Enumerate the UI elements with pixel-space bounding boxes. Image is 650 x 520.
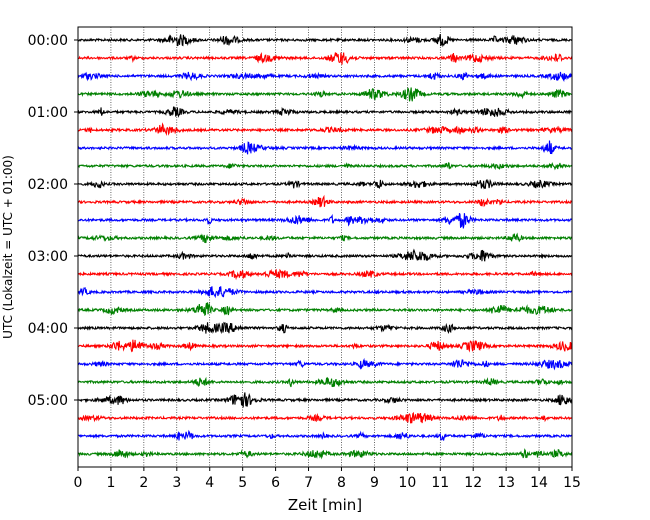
trace-line [77,232,573,244]
trace-line [77,122,573,137]
trace-line [77,429,573,441]
y-axis-label: UTC (Lokalzeit = UTC + 01:00) [1,155,15,339]
x-tick-label: 13 [497,475,515,491]
trace-line [77,194,573,208]
x-tick-label: 2 [139,475,148,491]
y-tick-label: 00:00 [28,33,68,49]
x-tick-label: 0 [74,475,83,491]
x-tick-label: 7 [304,475,313,491]
x-tick-label: 12 [464,475,482,491]
x-tick-label: 9 [370,475,379,491]
trace-group [77,33,573,460]
grid-lines [110,27,540,467]
trace-line [77,248,573,262]
trace-line [77,357,573,371]
x-tick-label: 10 [398,475,416,491]
trace-line [77,33,573,48]
plot-frame [77,26,573,468]
y-tick-label: 02:00 [28,177,68,193]
y-tick-label: 04:00 [28,321,68,337]
x-axis-label: Zeit [min] [288,496,362,514]
trace-line [77,411,573,424]
trace-line [77,178,573,190]
trace-line [77,162,573,171]
x-tick-label: 5 [238,475,247,491]
y-tick-label: 05:00 [28,393,68,409]
x-tick-label: 1 [106,475,115,491]
trace-line [77,286,573,299]
trace-line [77,392,573,409]
y-tick-label: 03:00 [28,249,68,265]
trace-line [77,321,573,335]
x-tick-label: 4 [205,475,214,491]
x-tick-label: 3 [172,475,181,491]
trace-line [77,140,573,155]
x-tick-label: 14 [530,475,548,491]
trace-line [77,339,573,353]
trace-line [77,213,573,229]
y-axis-ticks: 00:00 01:00 02:00 03:00 04:00 05:00 [28,33,78,409]
trace-line [77,448,573,460]
y-tick-label: 01:00 [28,105,68,121]
x-tick-label: 11 [431,475,449,491]
trace-line [77,302,573,317]
trace-line [77,51,573,65]
trace-line [77,87,573,102]
x-axis-ticks: 0 1 2 3 4 5 6 7 8 9 10 11 12 13 14 15 [74,467,581,491]
x-tick-label: 15 [563,475,581,491]
trace-line [77,376,573,388]
x-tick-label: 8 [337,475,346,491]
trace-line [77,106,573,118]
x-tick-label: 6 [271,475,280,491]
trace-line [77,268,573,281]
trace-line [77,71,573,82]
